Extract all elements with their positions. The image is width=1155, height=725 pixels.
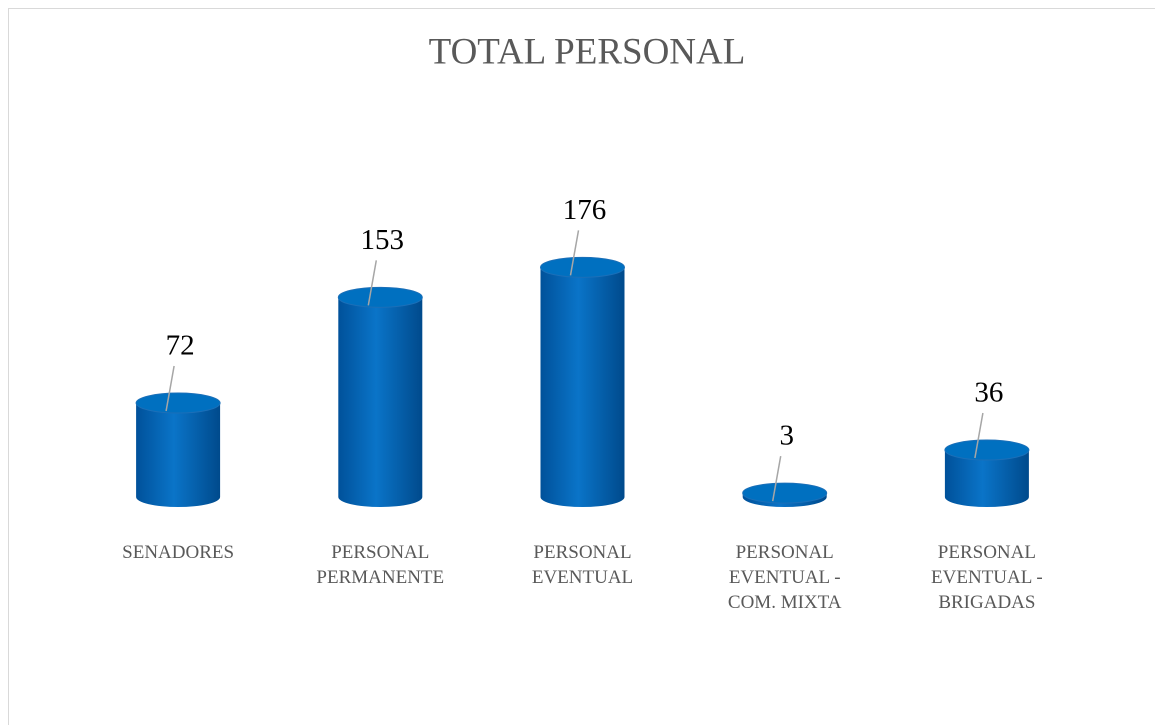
x-tick-label: PERSONAL EVENTUAL - BRIGADAS <box>931 542 1043 613</box>
leader-line <box>569 230 580 276</box>
value-label: 36 <box>974 377 1003 409</box>
bar-top <box>135 392 221 414</box>
bar-top <box>944 439 1030 461</box>
bar <box>742 493 827 507</box>
x-tick-label: SENADORES <box>122 542 235 563</box>
x-tick-label: PERSONAL PERMANENTE <box>316 542 445 588</box>
bar-top <box>540 256 625 278</box>
bar <box>136 403 221 507</box>
bar <box>944 450 1029 507</box>
value-label: 176 <box>563 194 607 226</box>
bar-top <box>742 482 828 504</box>
leader-line <box>165 365 175 412</box>
bar <box>540 267 625 507</box>
bar-top <box>337 286 423 308</box>
value-label: 153 <box>361 224 405 256</box>
leader-line <box>367 260 378 306</box>
leader-line <box>771 455 782 502</box>
bar <box>338 297 423 507</box>
value-label: 3 <box>779 420 794 452</box>
chart-title: TOTAL PERSONAL <box>429 31 746 72</box>
value-label: 72 <box>166 330 195 362</box>
x-tick-label: PERSONAL EVENTUAL <box>531 542 634 588</box>
leader-line <box>974 412 984 459</box>
x-tick-label: PERSONAL EVENTUAL - COM. MIXTA <box>727 542 842 613</box>
